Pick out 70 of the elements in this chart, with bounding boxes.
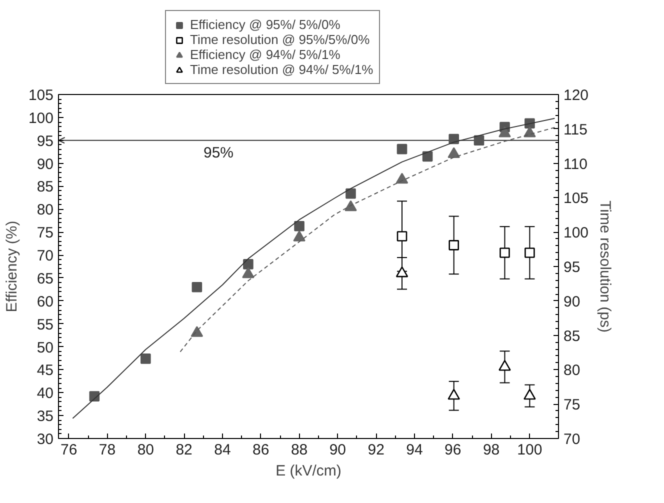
- line-series: [180, 127, 556, 352]
- point: [346, 188, 356, 199]
- y2-tick-label: 110: [564, 156, 588, 173]
- point: [294, 220, 304, 232]
- point: [242, 267, 254, 278]
- point: [474, 135, 484, 146]
- point: [293, 230, 306, 242]
- point: [498, 360, 511, 371]
- y2-tick-label: 120: [564, 87, 589, 104]
- point: [396, 172, 408, 184]
- point: [243, 259, 254, 270]
- point: [448, 240, 460, 250]
- y-tick-label: 70: [36, 248, 54, 265]
- y-tick-label: 80: [36, 202, 54, 219]
- x-tick-label: 96: [444, 442, 462, 458]
- x-tick-label: 84: [214, 442, 231, 458]
- point: [396, 144, 408, 154]
- y-tick-label: 35: [36, 408, 54, 426]
- x-tick-label: 80: [137, 442, 154, 458]
- y-tick-label: 75: [36, 224, 54, 242]
- y-tick-label: 55: [36, 316, 54, 334]
- y-tick-label: 105: [28, 87, 54, 104]
- x-axis-title: E (kV/cm): [276, 462, 342, 480]
- y-tick-label: 90: [36, 156, 54, 173]
- x-tick-label: 94: [406, 442, 423, 458]
- y-tick-label: 65: [36, 270, 54, 288]
- x-tick-label: 88: [290, 442, 308, 458]
- y2-tick-label: 70: [564, 431, 580, 448]
- point: [500, 248, 510, 258]
- x-tick-label: 82: [176, 442, 192, 458]
- point: [140, 354, 151, 364]
- ref-line-label: 95%: [204, 144, 234, 162]
- legend-label: Efficiency @ 94%/ 5%/1%: [190, 47, 340, 62]
- y-axis-title: Efficiency (%): [3, 220, 20, 312]
- y2-tick-label: 80: [564, 362, 580, 380]
- y-tick-label: 100: [28, 110, 54, 127]
- y-tick-label: 40: [36, 385, 54, 402]
- x-tick-label: 98: [482, 442, 500, 458]
- y-tick-label: 60: [36, 293, 54, 310]
- x-tick-label: 78: [98, 442, 116, 458]
- y2-tick-label: 105: [564, 190, 589, 208]
- point: [396, 266, 408, 278]
- y2-tick-label: 115: [564, 121, 588, 138]
- point: [448, 147, 460, 158]
- y2-axis-title: Time resolution (ps): [596, 200, 614, 332]
- legend-label: Time resolution @ 94%/ 5%/1%: [190, 62, 374, 77]
- y2-tick-label: 90: [564, 293, 580, 310]
- y-tick-label: 95: [36, 132, 54, 150]
- x-tick-label: 92: [368, 442, 384, 458]
- y-tick-label: 45: [36, 362, 54, 380]
- point: [448, 388, 460, 400]
- point: [524, 388, 536, 400]
- y2-tick-label: 100: [564, 224, 589, 242]
- legend-label: Time resolution @ 95%/5%/0%: [190, 32, 370, 47]
- x-tick-label: 76: [60, 442, 78, 458]
- point: [344, 200, 357, 212]
- legend-label: Efficiency @ 95%/ 5%/0%: [190, 17, 340, 32]
- y-tick-label: 85: [36, 178, 54, 196]
- point: [192, 282, 202, 292]
- y2-tick-label: 75: [564, 396, 580, 414]
- y-tick-label: 30: [36, 431, 54, 448]
- x-tick-label: 100: [517, 442, 542, 458]
- x-tick-label: 86: [252, 442, 270, 458]
- point: [498, 126, 511, 138]
- y2-tick-label: 95: [564, 259, 580, 276]
- point: [396, 231, 408, 242]
- y-tick-label: 50: [36, 339, 54, 356]
- y2-tick-label: 85: [564, 328, 580, 345]
- point: [524, 248, 535, 258]
- x-tick-label: 90: [329, 442, 346, 458]
